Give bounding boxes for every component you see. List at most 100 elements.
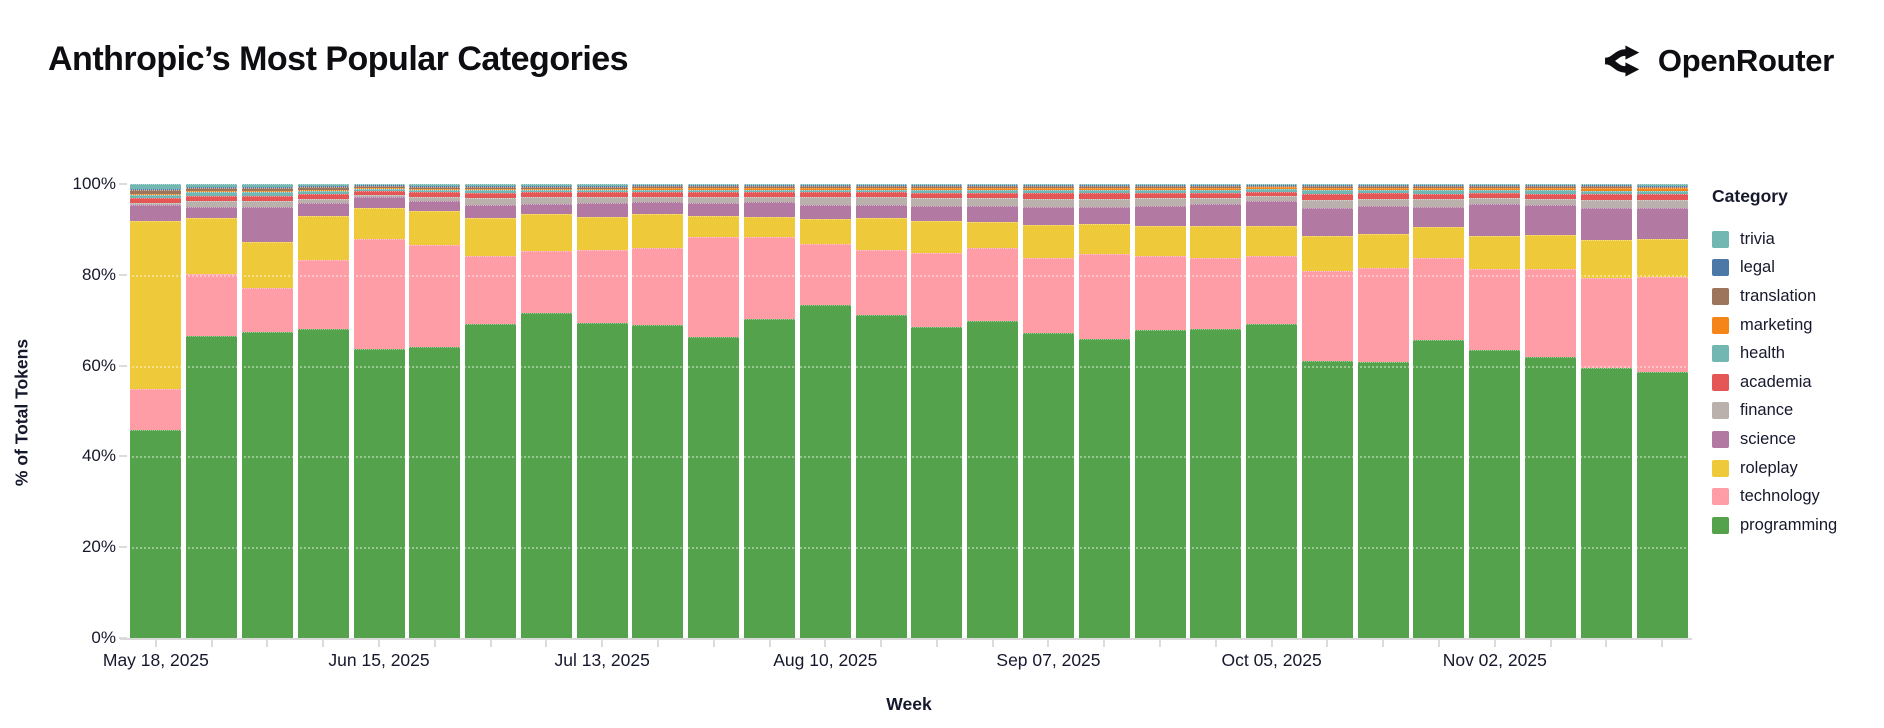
segment-trivia[interactable] <box>1525 184 1577 186</box>
segment-finance[interactable] <box>409 196 461 202</box>
segment-finance[interactable] <box>1469 198 1521 205</box>
segment-health[interactable] <box>855 189 907 193</box>
segment-marketing[interactable] <box>1301 187 1353 191</box>
segment-translation[interactable] <box>688 186 740 189</box>
segment-programming[interactable] <box>1134 329 1186 638</box>
segment-finance[interactable] <box>1636 200 1688 209</box>
legend-item-legal[interactable]: legal <box>1712 254 1882 283</box>
segment-finance[interactable] <box>1580 199 1632 208</box>
segment-legal[interactable] <box>1190 185 1242 187</box>
segment-academia[interactable] <box>130 198 182 203</box>
segment-legal[interactable] <box>911 185 963 187</box>
segment-roleplay[interactable] <box>744 217 796 237</box>
segment-roleplay[interactable] <box>1078 224 1130 255</box>
segment-roleplay[interactable] <box>1022 225 1074 259</box>
segment-finance[interactable] <box>1525 198 1577 206</box>
segment-roleplay[interactable] <box>297 216 349 260</box>
segment-programming[interactable] <box>409 346 461 638</box>
segment-trivia[interactable] <box>186 183 238 187</box>
segment-health[interactable] <box>1357 190 1409 194</box>
segment-trivia[interactable] <box>744 184 796 186</box>
segment-legal[interactable] <box>297 186 349 188</box>
segment-technology[interactable] <box>799 244 851 305</box>
segment-marketing[interactable] <box>353 188 405 190</box>
segment-trivia[interactable] <box>1357 184 1409 186</box>
segment-legal[interactable] <box>1134 185 1186 187</box>
segment-academia[interactable] <box>967 192 1019 199</box>
segment-legal[interactable] <box>855 185 907 187</box>
segment-trivia[interactable] <box>130 183 182 189</box>
segment-legal[interactable] <box>1022 185 1074 187</box>
segment-technology[interactable] <box>688 237 740 337</box>
stacked-bar[interactable] <box>1301 184 1353 638</box>
segment-legal[interactable] <box>1301 185 1353 187</box>
segment-marketing[interactable] <box>520 188 572 190</box>
segment-roleplay[interactable] <box>1469 236 1521 270</box>
segment-translation[interactable] <box>520 186 572 189</box>
stacked-bar[interactable] <box>409 183 461 638</box>
segment-translation[interactable] <box>1078 186 1130 188</box>
segment-academia[interactable] <box>1636 194 1688 201</box>
segment-marketing[interactable] <box>632 188 684 190</box>
segment-health[interactable] <box>520 189 572 193</box>
stacked-bar[interactable] <box>1190 184 1242 638</box>
segment-technology[interactable] <box>967 247 1019 321</box>
segment-legal[interactable] <box>1357 185 1409 187</box>
segment-translation[interactable] <box>744 186 796 188</box>
segment-roleplay[interactable] <box>1190 225 1242 259</box>
segment-programming[interactable] <box>130 429 182 638</box>
segment-health[interactable] <box>130 194 182 199</box>
segment-legal[interactable] <box>1525 185 1577 187</box>
segment-health[interactable] <box>1134 189 1186 193</box>
stacked-bar[interactable] <box>1357 184 1409 638</box>
segment-science[interactable] <box>1357 205 1409 235</box>
segment-finance[interactable] <box>1413 199 1465 207</box>
segment-translation[interactable] <box>1580 186 1632 188</box>
segment-technology[interactable] <box>465 256 517 325</box>
segment-legal[interactable] <box>465 185 517 187</box>
segment-health[interactable] <box>1413 190 1465 194</box>
segment-translation[interactable] <box>1190 186 1242 188</box>
segment-technology[interactable] <box>520 251 572 313</box>
segment-academia[interactable] <box>1357 193 1409 199</box>
segment-trivia[interactable] <box>1134 183 1186 186</box>
segment-translation[interactable] <box>799 186 851 188</box>
segment-health[interactable] <box>967 189 1019 193</box>
segment-translation[interactable] <box>911 186 963 188</box>
segment-trivia[interactable] <box>241 183 293 187</box>
segment-finance[interactable] <box>241 201 293 207</box>
segment-technology[interactable] <box>186 273 238 337</box>
segment-programming[interactable] <box>1022 333 1074 638</box>
segment-programming[interactable] <box>799 304 851 638</box>
segment-technology[interactable] <box>1357 268 1409 363</box>
segment-finance[interactable] <box>744 197 796 203</box>
segment-science[interactable] <box>130 205 182 222</box>
segment-programming[interactable] <box>1246 324 1298 638</box>
segment-science[interactable] <box>1525 205 1577 235</box>
segment-legal[interactable] <box>353 185 405 187</box>
segment-academia[interactable] <box>1190 192 1242 198</box>
segment-programming[interactable] <box>520 312 572 638</box>
segment-technology[interactable] <box>855 249 907 315</box>
segment-roleplay[interactable] <box>1357 234 1409 269</box>
segment-roleplay[interactable] <box>130 221 182 389</box>
segment-health[interactable] <box>409 190 461 193</box>
segment-finance[interactable] <box>1022 198 1074 207</box>
segment-trivia[interactable] <box>520 183 572 186</box>
segment-finance[interactable] <box>1134 198 1186 206</box>
segment-legal[interactable] <box>1469 185 1521 187</box>
segment-health[interactable] <box>241 192 293 196</box>
legend-item-science[interactable]: science <box>1712 425 1882 454</box>
segment-finance[interactable] <box>520 197 572 204</box>
segment-science[interactable] <box>1078 206 1130 224</box>
segment-trivia[interactable] <box>911 183 963 186</box>
segment-translation[interactable] <box>1636 186 1688 188</box>
segment-trivia[interactable] <box>799 183 851 186</box>
segment-health[interactable] <box>688 189 740 193</box>
segment-science[interactable] <box>409 201 461 211</box>
segment-roleplay[interactable] <box>186 217 238 274</box>
segment-academia[interactable] <box>1580 194 1632 200</box>
segment-programming[interactable] <box>632 324 684 638</box>
segment-programming[interactable] <box>1078 339 1130 638</box>
segment-trivia[interactable] <box>1246 184 1298 186</box>
